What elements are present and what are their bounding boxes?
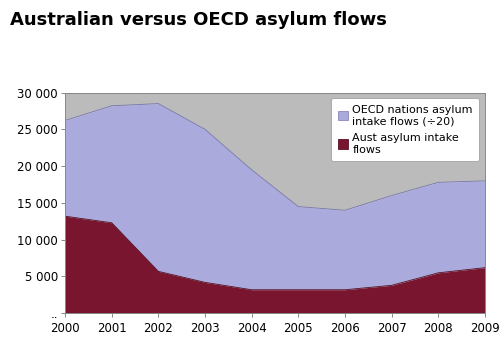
Legend: OECD nations asylum
intake flows (÷20), Aust asylum intake
flows: OECD nations asylum intake flows (÷20), … bbox=[331, 98, 480, 161]
Text: Australian versus OECD asylum flows: Australian versus OECD asylum flows bbox=[10, 11, 387, 29]
